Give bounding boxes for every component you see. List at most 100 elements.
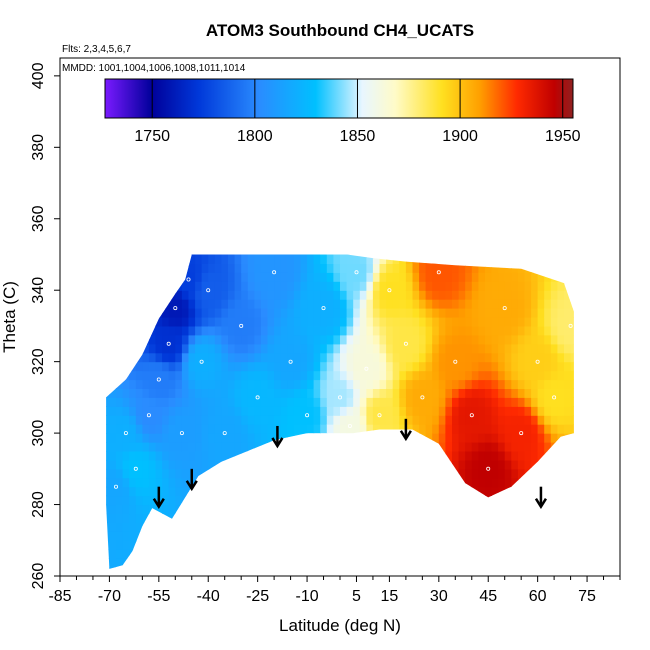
- field-cell: [570, 370, 574, 381]
- field-cell: [228, 451, 236, 461]
- field-cell: [570, 486, 574, 497]
- field-cell: [280, 370, 288, 381]
- field-cell: [129, 299, 137, 309]
- field-cell: [372, 299, 381, 309]
- field-cell: [228, 334, 236, 345]
- field-cell: [241, 406, 249, 416]
- field-cell: [122, 415, 130, 425]
- field-cell: [168, 352, 176, 363]
- field-cell: [326, 522, 334, 532]
- field-cell: [511, 522, 519, 532]
- field-cell: [247, 504, 255, 515]
- field-cell: [537, 567, 545, 569]
- field-cell: [379, 486, 387, 497]
- field-cell: [438, 477, 446, 488]
- field-cell: [201, 459, 209, 470]
- field-cell: [517, 477, 526, 488]
- field-cell: [379, 451, 387, 461]
- field-cell: [359, 254, 367, 256]
- field-cell: [340, 540, 348, 550]
- field-cell: [287, 361, 295, 372]
- field-cell: [241, 308, 249, 318]
- field-cell: [524, 263, 532, 273]
- field-cell: [386, 361, 394, 372]
- field-cell: [155, 281, 163, 291]
- field-cell: [293, 334, 302, 345]
- field-cell: [116, 433, 124, 443]
- field-cell: [452, 549, 460, 559]
- field-cell: [162, 486, 170, 497]
- field-cell: [135, 325, 143, 336]
- field-cell: [550, 370, 558, 381]
- field-cell: [379, 254, 387, 264]
- field-cell: [241, 522, 249, 532]
- field-cell: [405, 281, 414, 291]
- field-cell: [280, 379, 288, 389]
- field-cell: [570, 254, 574, 264]
- field-cell: [333, 281, 341, 291]
- field-cell: [524, 451, 532, 461]
- field-cell: [168, 406, 176, 416]
- field-cell: [399, 254, 407, 256]
- field-cell: [484, 388, 493, 398]
- field-cell: [570, 531, 574, 541]
- field-cell: [445, 406, 453, 416]
- field-cell: [353, 406, 361, 416]
- field-cell: [333, 540, 341, 550]
- field-cell: [484, 415, 493, 425]
- field-cell: [326, 352, 334, 363]
- field-cell: [438, 522, 446, 532]
- field-cell: [537, 388, 545, 398]
- field-cell: [366, 513, 374, 523]
- field-cell: [471, 486, 479, 497]
- field-cell: [524, 459, 532, 470]
- field-cell: [478, 290, 486, 300]
- field-cell: [353, 361, 361, 372]
- field-cell: [122, 325, 130, 336]
- field-cell: [372, 308, 381, 318]
- field-cell: [307, 263, 315, 273]
- field-cell: [419, 388, 427, 398]
- field-cell: [313, 379, 321, 389]
- field-cell: [135, 522, 143, 532]
- field-cell: [511, 299, 519, 309]
- field-cell: [300, 540, 308, 550]
- field-cell: [155, 334, 163, 345]
- field-cell: [300, 334, 308, 345]
- field-cell: [425, 451, 433, 461]
- field-cell: [175, 272, 183, 282]
- field-cell: [517, 513, 526, 523]
- field-cell: [116, 361, 124, 372]
- field-cell: [550, 433, 558, 443]
- field-cell: [106, 325, 110, 336]
- field-cell: [386, 522, 394, 532]
- field-cell: [399, 308, 407, 318]
- field-cell: [491, 415, 499, 425]
- field-cell: [260, 352, 269, 363]
- field-cell: [379, 325, 387, 336]
- field-cell: [293, 325, 302, 336]
- field-cell: [293, 513, 302, 523]
- field-cell: [498, 451, 506, 461]
- field-cell: [188, 263, 196, 273]
- field-cell: [129, 343, 137, 354]
- field-cell: [458, 388, 466, 398]
- field-cell: [247, 272, 255, 282]
- field-cell: [214, 379, 222, 389]
- field-cell: [195, 317, 203, 327]
- field-cell: [168, 370, 176, 381]
- field-cell: [531, 317, 539, 327]
- field-cell: [234, 486, 242, 497]
- field-cell: [531, 468, 539, 479]
- field-cell: [208, 531, 216, 541]
- field-cell: [208, 317, 216, 327]
- field-cell: [438, 299, 446, 309]
- field-cell: [122, 281, 130, 291]
- field-cell: [491, 513, 499, 523]
- field-cell: [208, 308, 216, 318]
- field-cell: [465, 254, 473, 256]
- field-cell: [524, 334, 532, 345]
- field-cell: [353, 451, 361, 461]
- field-cell: [241, 549, 249, 559]
- field-cell: [511, 459, 519, 470]
